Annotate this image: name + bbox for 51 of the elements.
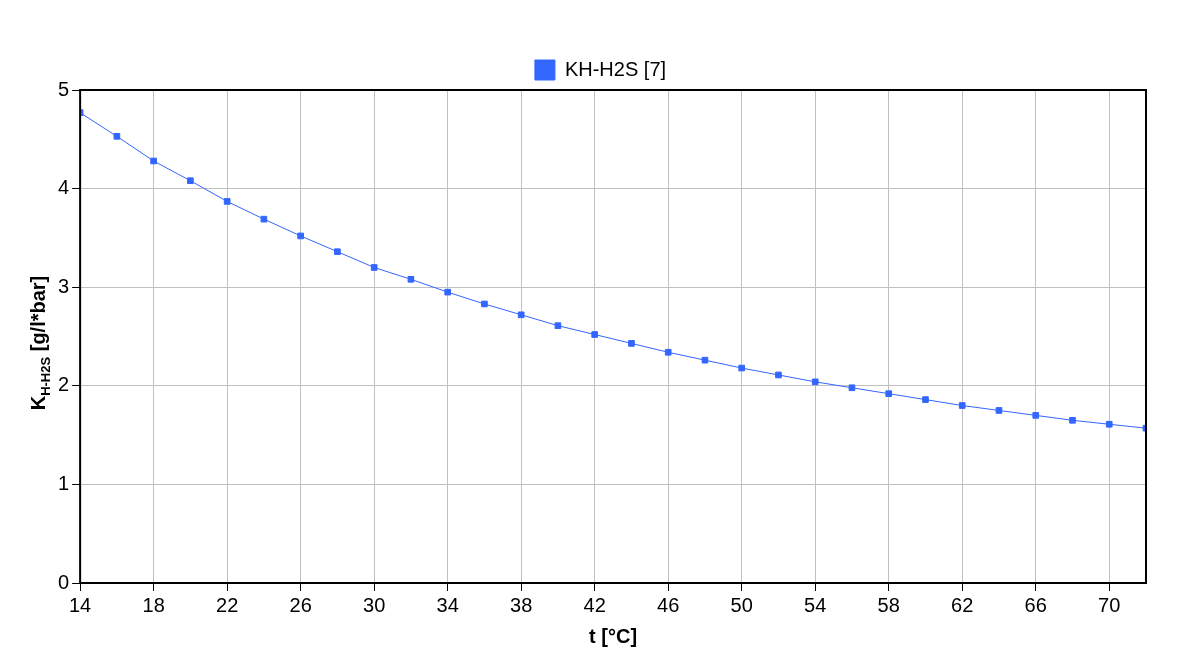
point [187,177,194,185]
point [1105,420,1113,428]
point [370,264,378,271]
point [150,157,157,165]
x-tick-label: 42 [583,593,606,616]
x-tick-label: 34 [436,593,459,616]
x-axis-title: t [°C] [589,624,638,647]
point [1069,416,1076,424]
point [628,340,635,347]
point [407,275,415,283]
legend-label: KH-H2S [7] [564,57,667,80]
point [811,378,819,386]
point [223,198,231,205]
point [738,364,746,372]
point [664,348,672,356]
y-tick-label: 4 [58,176,70,199]
x-tick-label: 50 [730,593,753,616]
y-tick-label: 3 [58,274,70,297]
point [995,407,1003,414]
point [444,288,451,296]
x-tick-label: 70 [1098,593,1121,616]
point [591,331,599,338]
x-tick-label: 26 [289,593,312,616]
x-tick-label: 66 [1024,593,1047,616]
y-tick-label: 0 [58,570,70,593]
point [775,371,782,379]
point [481,300,488,308]
y-tick-label: 5 [58,77,70,100]
y-tick-label: 1 [58,471,70,494]
point [701,356,709,364]
x-tick-label: 54 [804,593,827,616]
y-tick-label: 2 [58,373,70,396]
x-tick-label: 22 [216,593,239,616]
x-tick-label: 62 [951,593,974,616]
x-tick-label: 38 [510,593,533,616]
x-tick-label: 30 [363,593,386,616]
point [334,248,341,256]
x-tick-label: 18 [142,593,165,616]
point [1032,412,1040,419]
point [848,384,856,392]
x-tick-label: 46 [657,593,680,616]
point [297,232,304,240]
x-tick-label: 14 [69,593,92,616]
point [922,396,929,403]
point [517,311,525,319]
x-tick-label: 58 [877,593,900,616]
point [958,402,966,409]
point [113,133,121,140]
point [554,322,562,329]
point [885,390,893,398]
point [260,215,268,223]
